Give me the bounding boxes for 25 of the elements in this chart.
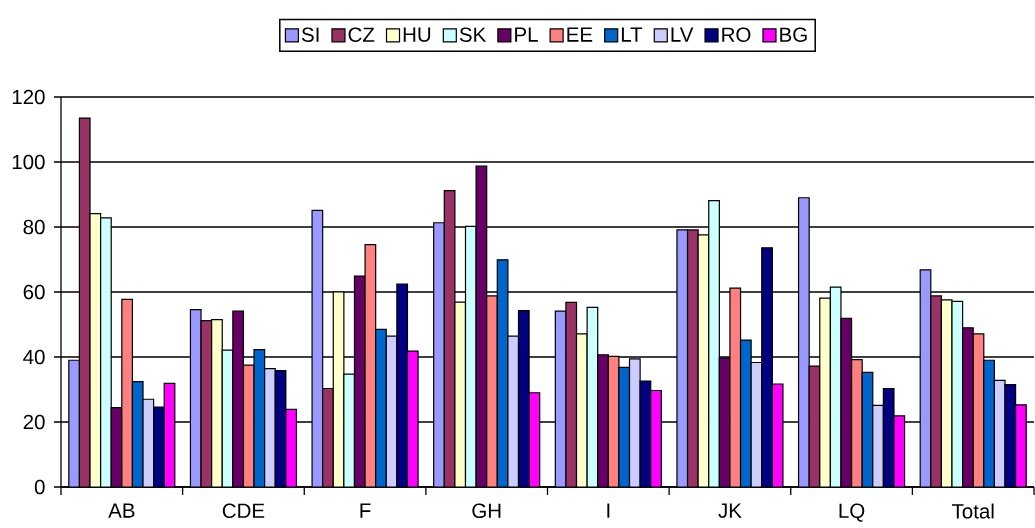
x-tick-label: Total — [952, 503, 994, 519]
x-tick-label: CDE — [222, 503, 265, 519]
legend-label: HU — [403, 27, 431, 42]
legend-label: RO — [722, 27, 751, 42]
legend-label: EE — [567, 27, 593, 42]
legend-label: LT — [621, 27, 643, 42]
y-tick-label: 0 — [34, 479, 45, 495]
x-tick-label: GH — [472, 503, 501, 519]
x-tick-label: LQ — [839, 503, 865, 522]
y-tick-label: 120 — [12, 89, 45, 105]
legend-label: SK — [459, 27, 487, 42]
legend-label: BG — [780, 27, 807, 42]
y-tick-label: 80 — [23, 219, 45, 235]
x-tick-label: I — [607, 503, 610, 518]
legend-label: LV — [671, 27, 694, 42]
x-tick-label: F — [360, 503, 371, 518]
x-tick-label: JK — [718, 503, 742, 518]
y-tick-label: 60 — [23, 284, 45, 300]
y-tick-label: 20 — [23, 414, 45, 430]
y-tick-label: 100 — [12, 154, 45, 170]
y-tick-label: 40 — [23, 349, 45, 365]
legend-label: SI — [301, 27, 319, 42]
legend-label: PL — [515, 27, 538, 42]
x-tick-label: AB — [108, 503, 135, 518]
legend-label: CZ — [348, 27, 375, 42]
